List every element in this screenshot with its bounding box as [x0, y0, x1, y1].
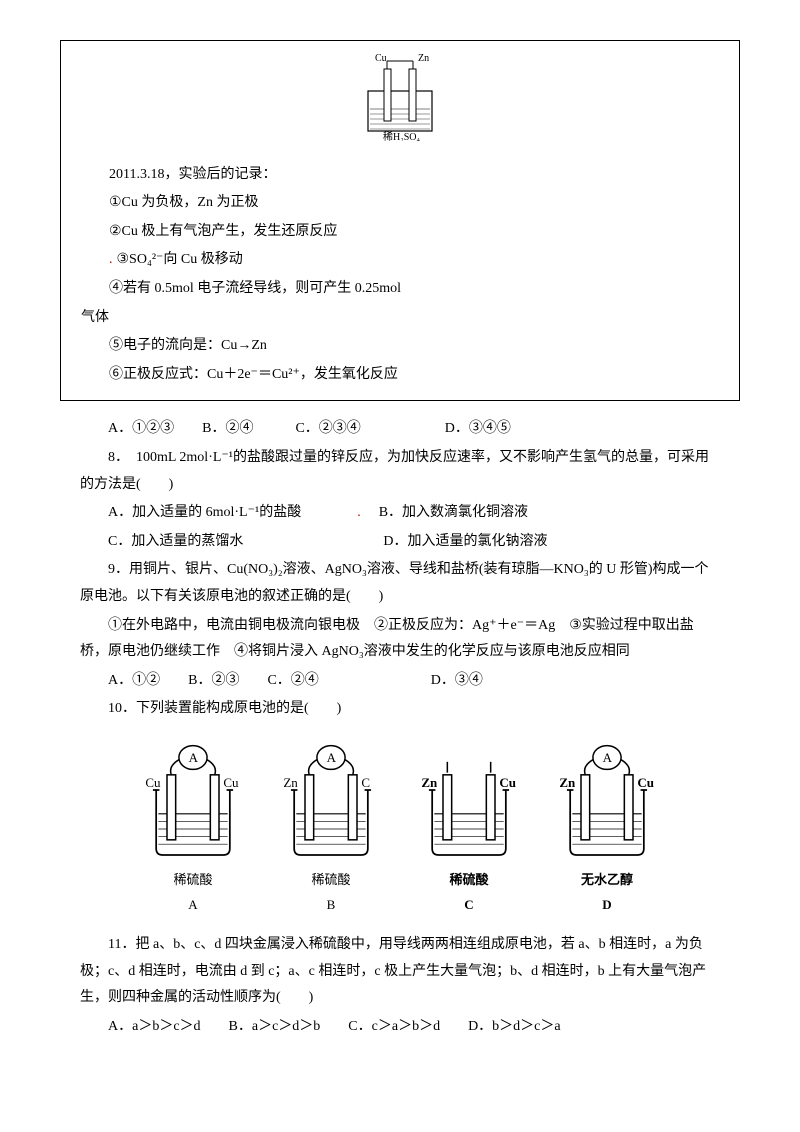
solution-label: 无水乙醇	[581, 868, 633, 893]
box-line-4b: 气体	[61, 305, 739, 332]
red-dot-2: .	[357, 505, 365, 520]
svg-text:Cu: Cu	[499, 775, 516, 790]
box-line-2: ②Cu 极上有气泡产生，发生还原反应	[61, 219, 739, 246]
option-label: A	[188, 893, 197, 918]
svg-text:Cu: Cu	[637, 775, 654, 790]
box-line-3: .③SO₄²⁻向 Cu 极移动	[61, 247, 739, 274]
q11-options: A．a＞b＞c＞d B．a＞c＞d＞b C．c＞a＞b＞d D．b＞d＞c＞a	[60, 1014, 740, 1041]
red-dot: .	[109, 252, 117, 267]
solution-label: 稀硫酸	[449, 868, 488, 893]
box-line-4a: ④若有 0.5mol 电子流经导线，则可产生 0.25mol	[61, 276, 739, 303]
q8-opts-line1: A．加入适量的 6mol·L⁻¹的盐酸 . B．加入数滴氯化铜溶液	[60, 500, 740, 527]
q7-options: A．①②③ B．②④ C．②③④ D．③④⑤	[60, 416, 740, 443]
cell-diagram-D: A Zn Cu 无水乙醇D	[552, 738, 662, 917]
line3-text: ③SO₄²⁻向 Cu 极移动	[117, 252, 243, 267]
svg-text:Cu: Cu	[145, 775, 161, 790]
svg-text:Zn: Zn	[421, 775, 438, 790]
q11-stem: 11．把 a、b、c、d 四块金属浸入稀硫酸中，用导线两两相连组成原电池，若 a…	[60, 932, 740, 1012]
date-line: 2011.3.18，实验后的记录：	[61, 162, 739, 189]
q8-optB: B．加入数滴氯化铜溶液	[365, 505, 528, 520]
svg-text:Zn: Zn	[283, 775, 298, 790]
box-line-5: ⑤电子的流向是：Cu→Zn	[61, 333, 739, 360]
zn-label: Zn	[418, 53, 429, 64]
q10-diagrams: A Cu Cu 稀硫酸A A Zn C 稀	[60, 738, 740, 917]
experiment-box: Cu Zn 稀H₂SO₄ 2011.3.18，实验后的记录： ①Cu 为负极，Z…	[60, 40, 740, 401]
solution-label: 稀硫酸	[173, 868, 212, 893]
q9-statements: ①在外电路中，电流由铜电极流向银电极 ②正极反应为：Ag⁺＋e⁻＝Ag ③实验过…	[60, 613, 740, 666]
q9-options: A．①② B．②③ C．②④ D．③④	[60, 668, 740, 695]
q10-stem: 10．下列装置能构成原电池的是( )	[60, 696, 740, 723]
q8-stem: 8． 100mL 2mol·L⁻¹的盐酸跟过量的锌反应，为加快反应速率，又不影响…	[60, 445, 740, 498]
cell-diagram-C: Zn Cu 稀硫酸C	[414, 738, 524, 917]
option-label: B	[327, 893, 336, 918]
solution-label: 稀硫酸	[311, 868, 350, 893]
top-cell-diagram: Cu Zn 稀H₂SO₄	[61, 51, 739, 152]
svg-text:Zn: Zn	[559, 775, 576, 790]
option-label: D	[602, 893, 611, 918]
svg-text:Cu: Cu	[223, 775, 239, 790]
box-line-1: ①Cu 为负极，Zn 为正极	[61, 190, 739, 217]
box-line-6: ⑥正极反应式：Cu＋2e⁻＝Cu²⁺，发生氧化反应	[61, 362, 739, 389]
q8-optA: A．加入适量的 6mol·L⁻¹的盐酸	[108, 505, 357, 520]
cu-label: Cu	[375, 53, 387, 64]
electrolyte-label: 稀H₂SO₄	[383, 130, 420, 141]
cell-diagram-A: A Cu Cu 稀硫酸A	[138, 738, 248, 917]
svg-text:A: A	[327, 750, 337, 765]
cell-diagram-B: A Zn C 稀硫酸B	[276, 738, 386, 917]
q9-stem: 9．用铜片、银片、Cu(NO₃)₂溶液、AgNO₃溶液、导线和盐桥(装有琼脂—K…	[60, 557, 740, 610]
svg-text:A: A	[189, 750, 199, 765]
svg-text:C: C	[361, 775, 370, 790]
svg-text:A: A	[603, 750, 613, 765]
option-label: C	[464, 893, 473, 918]
q8-opts-line2: C．加入适量的蒸馏水 D．加入适量的氯化钠溶液	[60, 529, 740, 556]
